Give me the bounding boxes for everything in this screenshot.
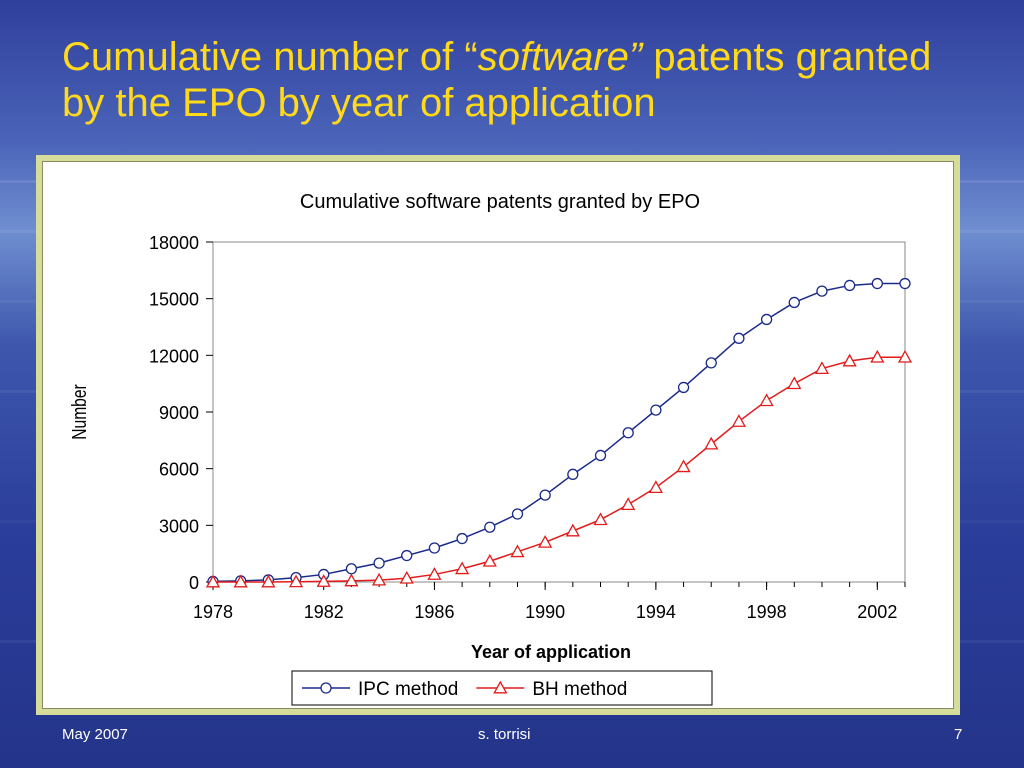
y-tick-label: 9000 (159, 403, 199, 423)
data-point-bh-method (648, 480, 663, 494)
data-point-ipc-method (816, 285, 828, 297)
data-point-ipc-method (788, 296, 800, 309)
legend-label-ipc-method: IPC method (358, 679, 458, 700)
title-text-emphasis: software” (477, 35, 643, 79)
data-point-bh-method (316, 574, 331, 587)
title-text-start: Cumulative number of “ (62, 35, 478, 79)
footer-author: s. torrisi (478, 726, 531, 743)
data-point-bh-method (704, 436, 719, 450)
data-point-ipc-method (345, 563, 358, 575)
data-point-ipc-method (456, 532, 468, 545)
data-point-bh-method (538, 534, 553, 548)
y-tick-label: 18000 (149, 233, 199, 253)
y-tick-label: 3000 (159, 516, 199, 536)
data-point-ipc-method (401, 549, 413, 562)
data-point-bh-method (731, 414, 747, 427)
y-tick-label: 6000 (159, 460, 199, 480)
data-point-bh-method (897, 349, 913, 363)
footer-page-number: 7 (954, 726, 963, 743)
legend-marker-ipc-method (320, 682, 332, 694)
data-point-bh-method (676, 459, 691, 473)
data-point-ipc-method (705, 357, 717, 369)
data-point-bh-method (371, 572, 387, 586)
data-point-bh-method (455, 561, 470, 575)
line-chart: Cumulative software patents granted by E… (68, 191, 913, 706)
data-point-bh-method (233, 574, 248, 588)
data-point-bh-method (205, 574, 221, 588)
chart-area: Cumulative software patents granted by E… (42, 161, 954, 709)
x-tick-label: 1986 (414, 602, 454, 622)
y-axis-label: Number (68, 384, 90, 439)
data-point-bh-method (261, 574, 276, 588)
data-point-ipc-method (539, 489, 551, 501)
data-point-ipc-method (871, 277, 883, 290)
data-point-bh-method (427, 567, 442, 580)
data-point-ipc-method (843, 279, 856, 292)
data-point-ipc-method (677, 381, 690, 394)
data-point-bh-method (787, 376, 802, 390)
data-point-ipc-method (733, 332, 745, 344)
chart-legend: IPC method BH method (291, 670, 713, 706)
y-tick-label: 0 (189, 573, 199, 593)
data-point-bh-method (593, 512, 608, 526)
slide-title: Cumulative number of “software” patents … (62, 34, 962, 126)
x-tick-label: 1978 (193, 602, 233, 622)
legend-label-bh-method: BH method (532, 679, 627, 700)
data-point-bh-method (814, 361, 830, 375)
data-point-ipc-method (594, 449, 607, 462)
data-point-bh-method (842, 353, 857, 367)
data-point-ipc-method (650, 404, 662, 416)
x-tick-label: 1982 (304, 602, 344, 622)
data-point-bh-method (399, 570, 414, 584)
title-text-end: patents granted by the EPO by year of ap… (62, 35, 932, 125)
data-point-ipc-method (373, 557, 385, 569)
data-point-bh-method (288, 574, 304, 588)
x-axis-label: Year of application (471, 642, 631, 662)
x-tick-label: 1998 (747, 602, 787, 622)
legend-marker-bh-method (493, 680, 508, 694)
data-point-ipc-method (567, 468, 579, 480)
y-tick-label: 15000 (149, 290, 199, 310)
data-point-ipc-method (511, 508, 524, 520)
y-tick-label: 12000 (149, 346, 199, 366)
x-tick-label: 2002 (857, 602, 897, 622)
chart-frame: Cumulative software patents granted by E… (36, 155, 960, 715)
data-point-ipc-method (484, 521, 496, 533)
x-tick-label: 1990 (525, 602, 565, 622)
data-point-bh-method (565, 523, 580, 537)
data-point-ipc-method (428, 542, 441, 554)
data-point-bh-method (510, 544, 525, 558)
series-line-bh-method (213, 356, 905, 583)
data-point-bh-method (482, 553, 497, 567)
data-point-bh-method (870, 349, 885, 363)
data-point-bh-method (621, 497, 636, 511)
data-point-ipc-method (622, 427, 634, 439)
plot-area: 0 3000 6000 9000 12000 15000 18000 1978 1982 1986… (149, 233, 913, 622)
data-point-ipc-method (760, 313, 773, 326)
data-point-bh-method (759, 393, 774, 407)
footer-date: May 2007 (62, 726, 128, 743)
plot-border (212, 241, 906, 583)
data-point-bh-method (344, 573, 359, 587)
x-tick-label: 1994 (636, 602, 676, 622)
data-point-ipc-method (899, 277, 911, 290)
chart-title: Cumulative software patents granted by E… (300, 191, 700, 213)
